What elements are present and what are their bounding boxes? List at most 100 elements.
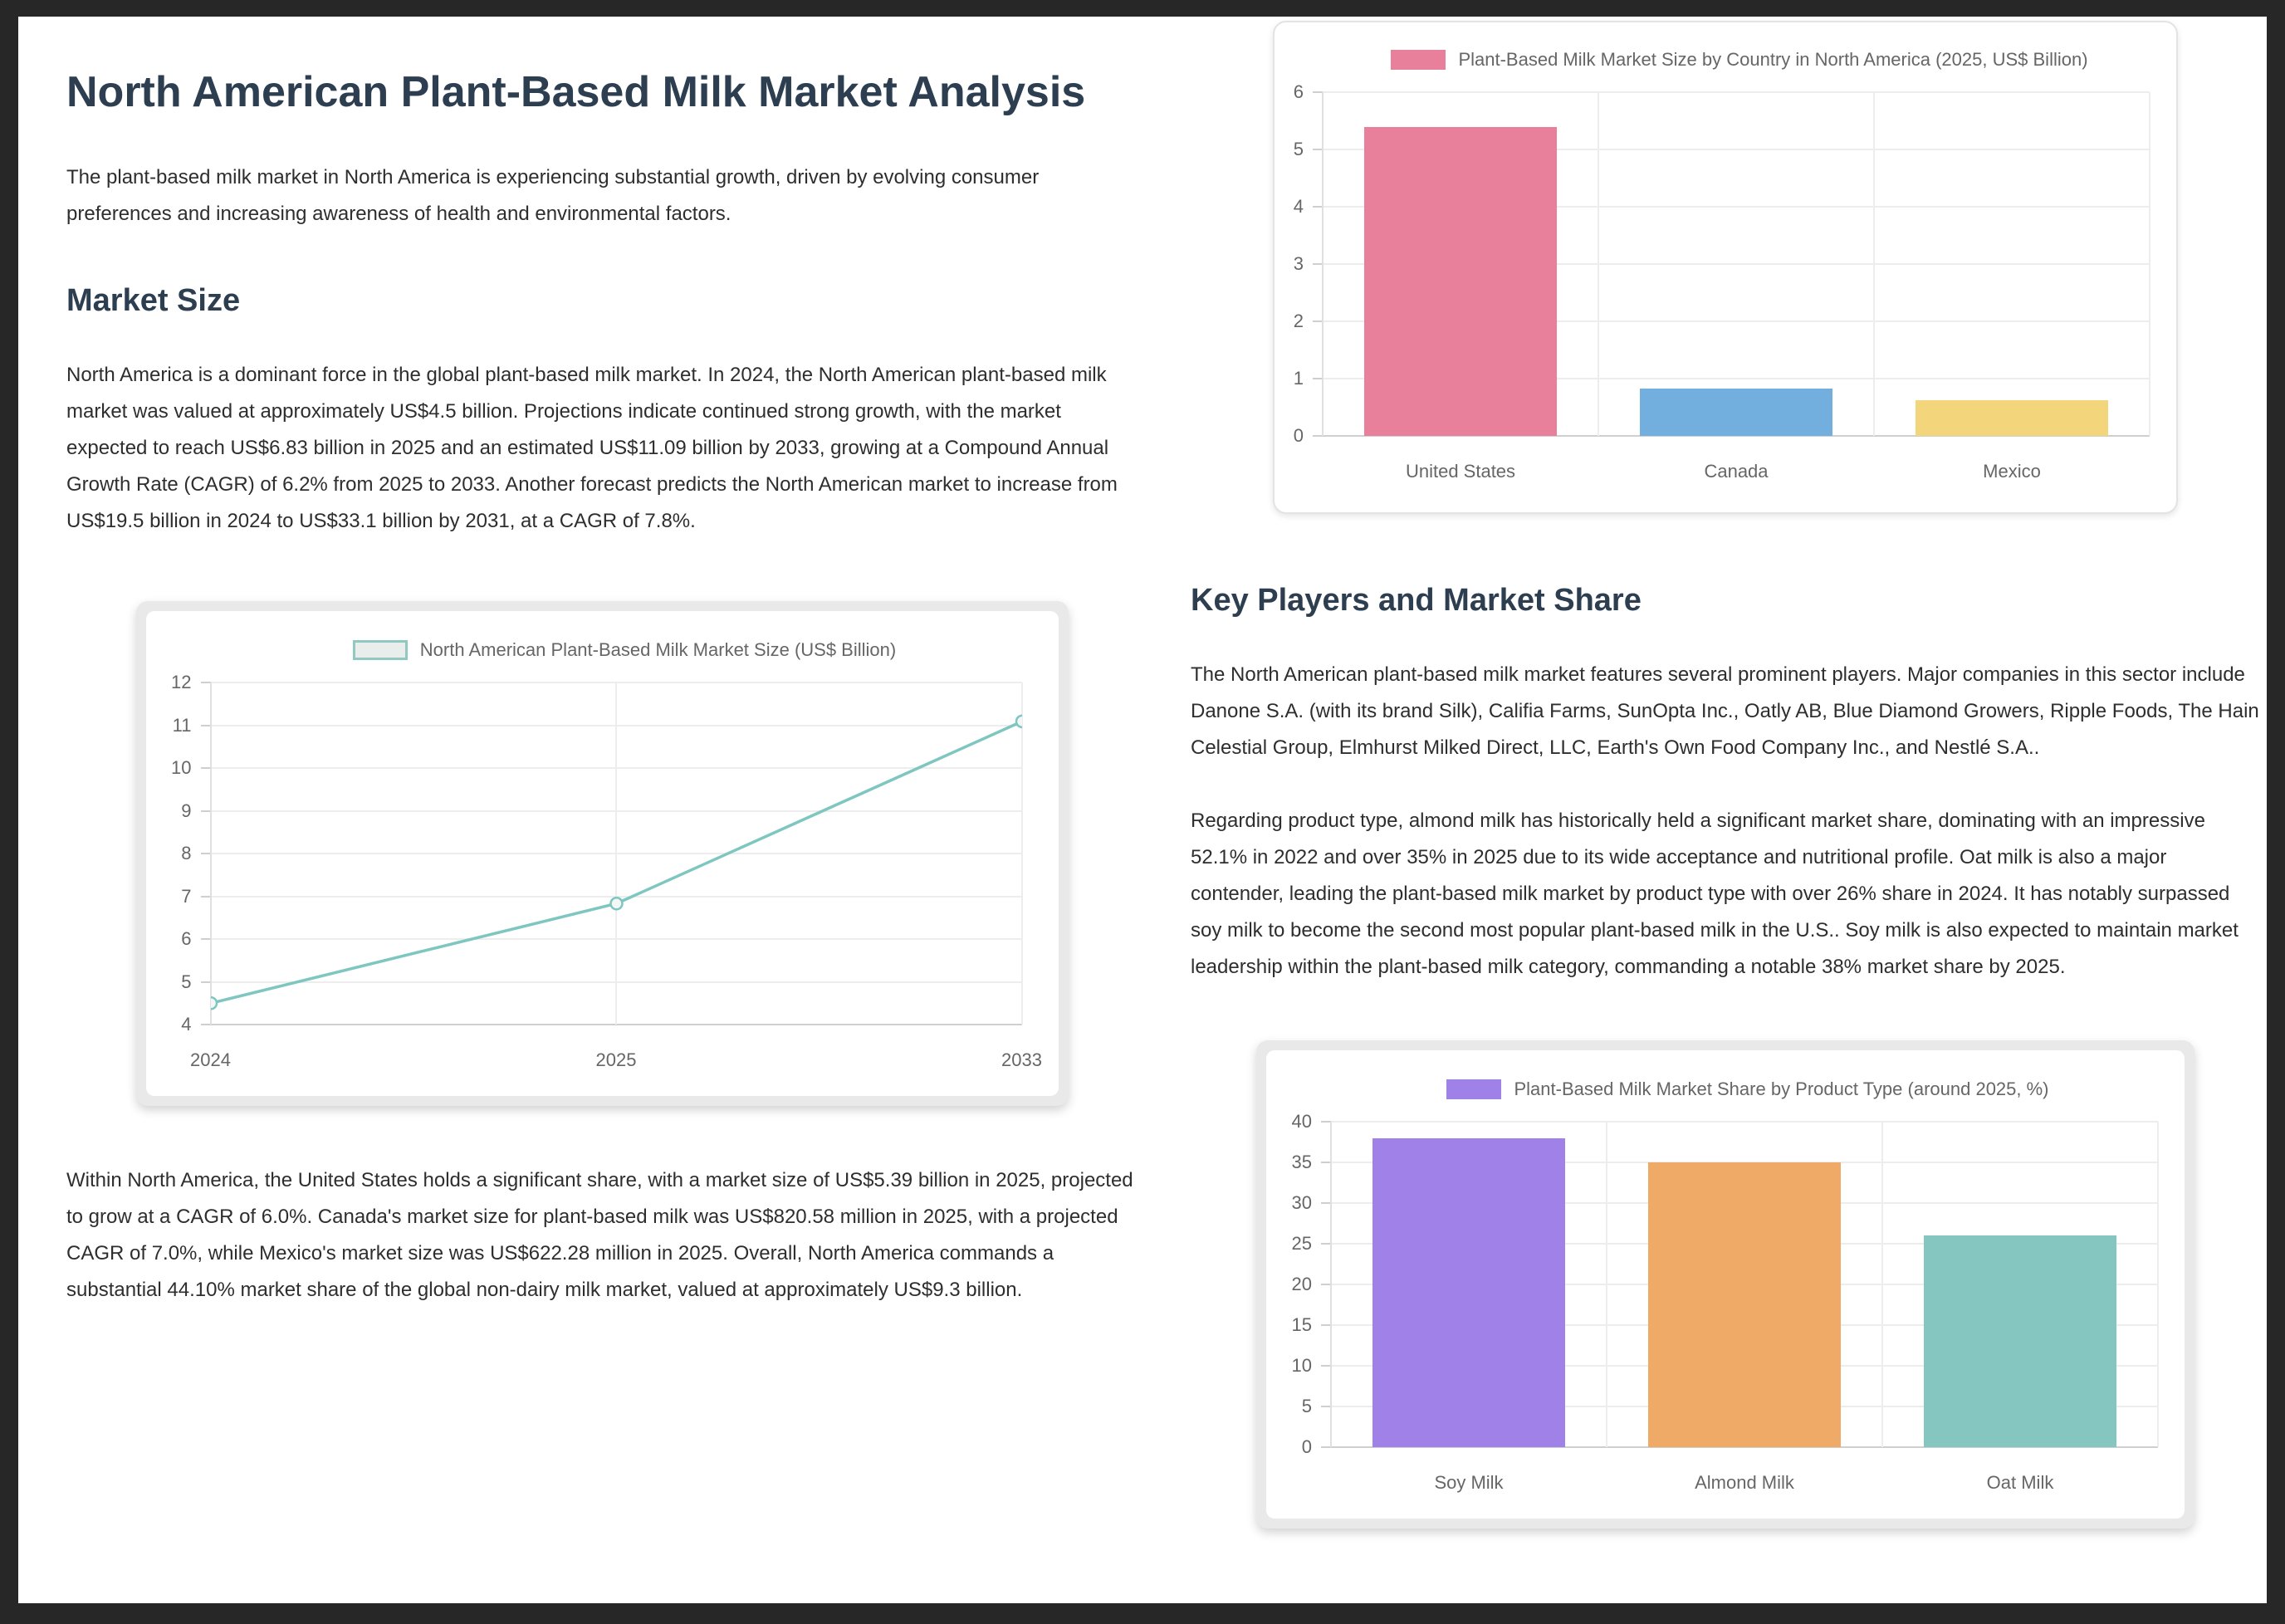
y-axis-tick (200, 938, 211, 940)
page-title: North American Plant-Based Milk Market A… (66, 68, 1086, 116)
y-axis-label: 9 (181, 800, 192, 821)
y-axis-tick (1321, 1202, 1331, 1204)
y-axis-tick (200, 724, 211, 726)
x-axis-label: Oat Milk (1986, 1472, 2054, 1493)
column-right: Plant-Based Milk Market Size by Country … (1191, 17, 2260, 1529)
gridline (1331, 1121, 2158, 1123)
legend-swatch-icon (352, 640, 408, 660)
bar-chart-plot-product: 40 35 30 25 20 15 10 5 0 Soy Milk Almond Milk Oat M… (1292, 1111, 2159, 1493)
bar-canada (1639, 389, 1833, 436)
x-axis-label: 2033 (1001, 1049, 1042, 1070)
bar-united-states (1363, 127, 1558, 436)
gridline (1605, 1122, 1607, 1447)
y-axis-tick (1313, 435, 1323, 437)
bar-almond-milk (1647, 1162, 1842, 1447)
y-axis-label: 4 (181, 1014, 192, 1035)
gridline (1323, 91, 2150, 93)
y-axis-tick (1313, 148, 1323, 150)
y-axis-label: 0 (1301, 1436, 1312, 1457)
gridline (1323, 263, 2150, 265)
gridline (1323, 435, 2150, 437)
y-axis-tick (200, 853, 211, 854)
chart-legend[interactable]: Plant-Based Milk Market Size by Country … (1323, 49, 2156, 71)
y-axis-tick (200, 682, 211, 683)
legend-swatch-icon (1391, 50, 1446, 70)
legend-label: Plant-Based Milk Market Size by Country … (1458, 49, 2088, 70)
y-axis-tick (1321, 1121, 1331, 1123)
report-page: North American Plant-Based Milk Market A… (18, 17, 2267, 1603)
chart-legend[interactable]: Plant-Based Milk Market Share by Product… (1331, 1079, 2165, 1100)
bar-chart-plot-country: 6 5 4 3 2 1 0 United States Canada Mexico (1294, 81, 2150, 482)
y-axis-label: 10 (1291, 1355, 1312, 1376)
y-axis-label: 10 (171, 757, 192, 778)
y-axis-label: 20 (1291, 1274, 1312, 1294)
gridline (1323, 148, 2150, 150)
section-heading-key-players: Key Players and Market Share (1191, 583, 1642, 618)
gridline (209, 682, 212, 1025)
gridline (1330, 1122, 1332, 1447)
bar-soy-milk (1372, 1137, 1566, 1447)
chart-frame-market-size-trend: North American Plant-Based Milk Market S… (135, 601, 1069, 1106)
y-axis-label: 11 (172, 714, 192, 736)
y-axis-tick (1321, 1446, 1331, 1448)
chart-card-market-share-by-product: Plant-Based Milk Market Share by Product… (1266, 1050, 2185, 1519)
gridline (2157, 1122, 2159, 1447)
y-axis-label: 6 (1293, 81, 1304, 102)
gridline (1597, 92, 1599, 436)
market-size-paragraph-1: North America is a dominant force in the… (66, 364, 1118, 532)
market-size-paragraph-2: Within North America, the United States … (66, 1169, 1133, 1301)
gridline (1881, 1122, 1883, 1447)
y-axis-tick (200, 810, 211, 812)
y-axis-label: 30 (1291, 1192, 1312, 1213)
y-axis-tick (200, 767, 211, 769)
bar-oat-milk (1923, 1235, 2117, 1447)
y-axis-label: 35 (1291, 1152, 1312, 1172)
y-axis-tick (1313, 263, 1323, 265)
gridline (615, 682, 617, 1025)
y-axis-label: 0 (1293, 425, 1304, 446)
y-axis-label: 15 (1291, 1314, 1312, 1335)
x-axis-label: Almond Milk (1695, 1472, 1794, 1493)
y-axis-tick (200, 895, 211, 898)
y-axis-label: 1 (1293, 368, 1304, 389)
y-axis-tick (1321, 1406, 1331, 1407)
gridline (1323, 205, 2150, 208)
y-axis-tick (1321, 1243, 1331, 1245)
gridline (1322, 92, 1324, 436)
y-axis-label: 4 (1293, 195, 1304, 217)
y-axis-tick (1321, 1284, 1331, 1285)
x-axis-label: United States (1405, 461, 1516, 482)
chart-card-market-size-trend: North American Plant-Based Milk Market S… (145, 611, 1059, 1096)
y-axis-tick (1321, 1324, 1331, 1326)
y-axis-tick (1321, 1365, 1331, 1367)
gridline (1331, 1446, 2158, 1448)
chart-legend[interactable]: North American Plant-Based Milk Market S… (211, 639, 1039, 661)
line-series (210, 714, 1022, 1010)
y-axis-label: 5 (1301, 1396, 1312, 1416)
legend-label: North American Plant-Based Milk Market S… (419, 639, 897, 660)
gridline (1872, 92, 1875, 436)
legend-label: Plant-Based Milk Market Share by Product… (1514, 1079, 2049, 1099)
gridline (210, 1024, 1022, 1025)
y-axis-tick (1313, 378, 1323, 379)
line-chart-plot: 12 11 10 9 8 7 6 5 4 2024 2025 2033 (171, 672, 1042, 1070)
column-left: North American Plant-Based Milk Market A… (66, 17, 1138, 1529)
y-axis-tick (1313, 91, 1323, 93)
chart-card-market-size-by-country: Plant-Based Milk Market Size by Country … (1273, 21, 2178, 514)
gridline (1323, 378, 2150, 379)
x-axis-label: Canada (1704, 461, 1769, 482)
gridline (1323, 320, 2150, 322)
y-axis-tick (1313, 320, 1323, 322)
section-heading-market-size: Market Size (66, 283, 241, 318)
chart-frame-market-share-by-product: Plant-Based Milk Market Share by Product… (1256, 1040, 2194, 1529)
x-axis-label: 2024 (190, 1049, 231, 1070)
report-columns: North American Plant-Based Milk Market A… (18, 17, 2267, 1529)
x-axis-label: Soy Milk (1434, 1472, 1504, 1493)
y-axis-label: 6 (181, 928, 192, 949)
y-axis-tick (200, 1024, 211, 1025)
y-axis-tick (1321, 1162, 1331, 1163)
key-players-paragraph-2: Regarding product type, almond milk has … (1191, 810, 2239, 978)
x-axis-label: 2025 (595, 1049, 637, 1070)
y-axis-label: 8 (181, 843, 192, 863)
key-players-paragraph-1: The North American plant-based milk mark… (1191, 663, 2259, 759)
